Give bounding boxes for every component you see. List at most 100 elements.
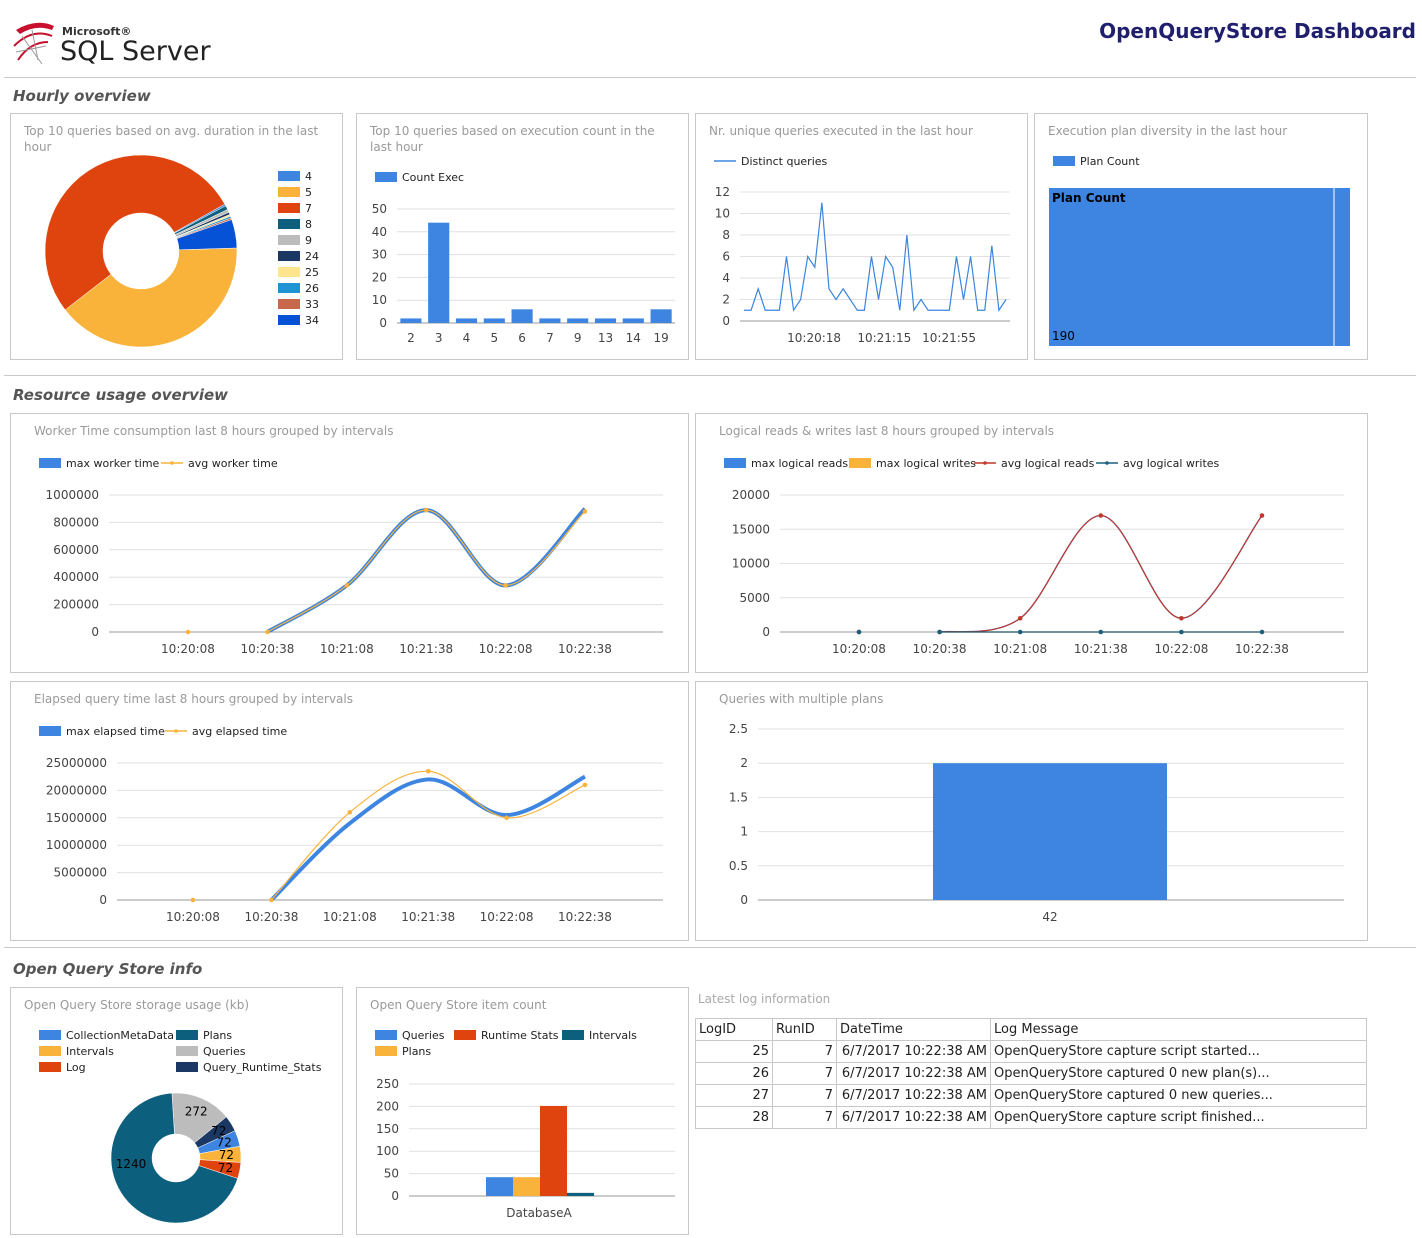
x-tick-label: 42: [1042, 910, 1057, 924]
divider: [4, 947, 1416, 948]
legend-storage-label: Queries: [203, 1045, 246, 1058]
pie-slice: [44, 154, 226, 311]
y-axis-tick-label: 5000000: [54, 866, 107, 880]
x-tick-label: 6: [518, 331, 526, 345]
data-point: [1098, 513, 1104, 518]
bar: [511, 309, 533, 323]
x-tick-label: 10:21:08: [323, 910, 377, 924]
series-line: [939, 514, 1263, 633]
panel-avg-duration: Top 10 queries based on avg. duration in…: [10, 113, 343, 360]
log-header-row: LogID RunID DateTime Log Message: [695, 1018, 1367, 1041]
multi-y-tick-label: 1: [740, 825, 748, 839]
datetime: 6/7/2017 10:22:38 AM: [836, 1062, 991, 1085]
slice-label: 72: [216, 1136, 231, 1150]
panel-logical-rw: Logical reads & writes last 8 hours grou…: [695, 413, 1368, 673]
bar: [486, 1177, 513, 1196]
y-axis-tick-label: 15000: [732, 522, 770, 536]
bar: [540, 1105, 567, 1196]
legend-storage-label: Query_Runtime_Stats: [203, 1061, 322, 1074]
series-line: [939, 514, 1263, 633]
data-point: [1259, 629, 1265, 635]
bar: [650, 309, 672, 323]
legend-items-label: Runtime Stats: [481, 1029, 559, 1042]
y-axis-tick-label: 0: [91, 625, 99, 639]
data-point: [582, 509, 588, 514]
legend-items-label: Plans: [402, 1045, 431, 1058]
distinct-y-tick-label: 4: [722, 271, 730, 285]
elapsed-time-line-chart: max elapsed time avg elapsed time 0 5000000…: [39, 725, 663, 924]
panel-title: Execution plan diversity in the last hou…: [1048, 124, 1288, 138]
plan-diversity-treemap: Plan Count Plan Count 190: [1049, 155, 1350, 346]
multi-y-tick-label: 2: [740, 756, 748, 770]
legend-label: 7: [305, 202, 312, 215]
x-tick-label: 10:22:08: [1154, 642, 1208, 656]
item-count-bar-chart: Queries Runtime Stats Intervals Plans 0 50 100…: [375, 1029, 675, 1220]
legend-items-label: Queries: [402, 1029, 445, 1042]
exec-count-y-tick-label: 50: [372, 202, 387, 216]
legend-label: 25: [305, 266, 319, 279]
y-axis-tick-label: 15000000: [46, 811, 107, 825]
log-table: LogID RunID DateTime Log Message 25 7 6/…: [695, 1018, 1367, 1129]
logical-rw-line-chart: max logical reads max logical writes avg l…: [724, 457, 1344, 656]
section-oqs-info: Open Query Store info: [13, 960, 203, 978]
x-tick-label: 5: [490, 331, 498, 345]
x-tick-label: 10:22:08: [479, 642, 533, 656]
x-tick-label: 10:22:38: [558, 910, 612, 924]
pie-slice: [64, 247, 238, 348]
col-header-runid[interactable]: RunID: [772, 1018, 837, 1041]
x-tick-label: 9: [574, 331, 582, 345]
series-line: [266, 507, 587, 634]
x-tick-label: 13: [598, 331, 613, 345]
divider: [4, 375, 1416, 376]
data-point: [582, 782, 588, 788]
y-axis-tick-label: 10000: [732, 557, 770, 571]
legend-series-label: avg logical writes: [1123, 457, 1220, 470]
panel-plan-diversity: Execution plan diversity in the last hou…: [1034, 113, 1368, 360]
legend-series-swatch: [39, 726, 61, 736]
panel-unique-queries: Nr. unique queries executed in the last …: [695, 113, 1028, 360]
run-id: 7: [772, 1062, 837, 1085]
items-y-tick-label: 150: [376, 1122, 399, 1136]
items-y-tick-label: 0: [391, 1189, 399, 1203]
col-header-message[interactable]: Log Message: [990, 1018, 1367, 1041]
data-point: [1017, 629, 1023, 635]
legend-storage-swatch: [39, 1030, 61, 1040]
log-title: Latest log information: [698, 992, 831, 1006]
legend-swatch: [278, 187, 300, 197]
worker-time-line-chart: max worker time avg worker time 0 200000 400…: [39, 457, 663, 656]
col-header-datetime[interactable]: DateTime: [836, 1018, 991, 1041]
bar: [567, 1192, 594, 1196]
legend-swatch: [278, 251, 300, 261]
slice-label: 72: [219, 1148, 234, 1162]
slice-label: 1240: [116, 1157, 147, 1171]
y-axis-tick-label: 600000: [53, 543, 99, 557]
treemap-cell: [1049, 188, 1350, 346]
treemap-header: Plan Count: [1052, 191, 1126, 205]
col-header-logid[interactable]: LogID: [695, 1018, 773, 1041]
x-tick-label: 10:21:38: [399, 642, 453, 656]
data-point: [856, 629, 862, 635]
panel-title: Elapsed query time last 8 hours grouped …: [34, 692, 353, 706]
panel-multi-plans: Queries with multiple plans 0 0.5 1 1.5 2 2.5…: [695, 681, 1368, 941]
pie-slice: [176, 219, 238, 251]
legend-storage-label: Log: [66, 1061, 86, 1074]
log-message: OpenQueryStore capture script finished..…: [990, 1106, 1367, 1129]
x-tick-label: 10:20:38: [913, 642, 967, 656]
bar: [539, 318, 561, 323]
data-point: [347, 810, 353, 815]
legend-swatch: [278, 299, 300, 309]
distinct-queries-line-chart: Distinct queries 0 2 4 6 8 10 12 10:20:18 10:21:1…: [714, 155, 1010, 345]
distinct-y-tick-label: 6: [722, 250, 730, 264]
x-tick-label: 3: [435, 331, 443, 345]
x-tick-label: 10:21:38: [1074, 642, 1128, 656]
legend-plan-count-swatch: [1053, 156, 1075, 166]
exec-count-y-tick-label: 10: [372, 293, 387, 307]
log-message: OpenQueryStore capture script started...: [990, 1040, 1367, 1063]
legend-series-label: avg logical reads: [1001, 457, 1095, 470]
legend-count-exec-swatch: [375, 172, 397, 182]
bar: [594, 318, 617, 323]
data-point: [269, 897, 274, 903]
datetime: 6/7/2017 10:22:38 AM: [836, 1040, 991, 1063]
y-axis-tick-label: 20000: [732, 488, 770, 502]
legend-label: 9: [305, 234, 312, 247]
